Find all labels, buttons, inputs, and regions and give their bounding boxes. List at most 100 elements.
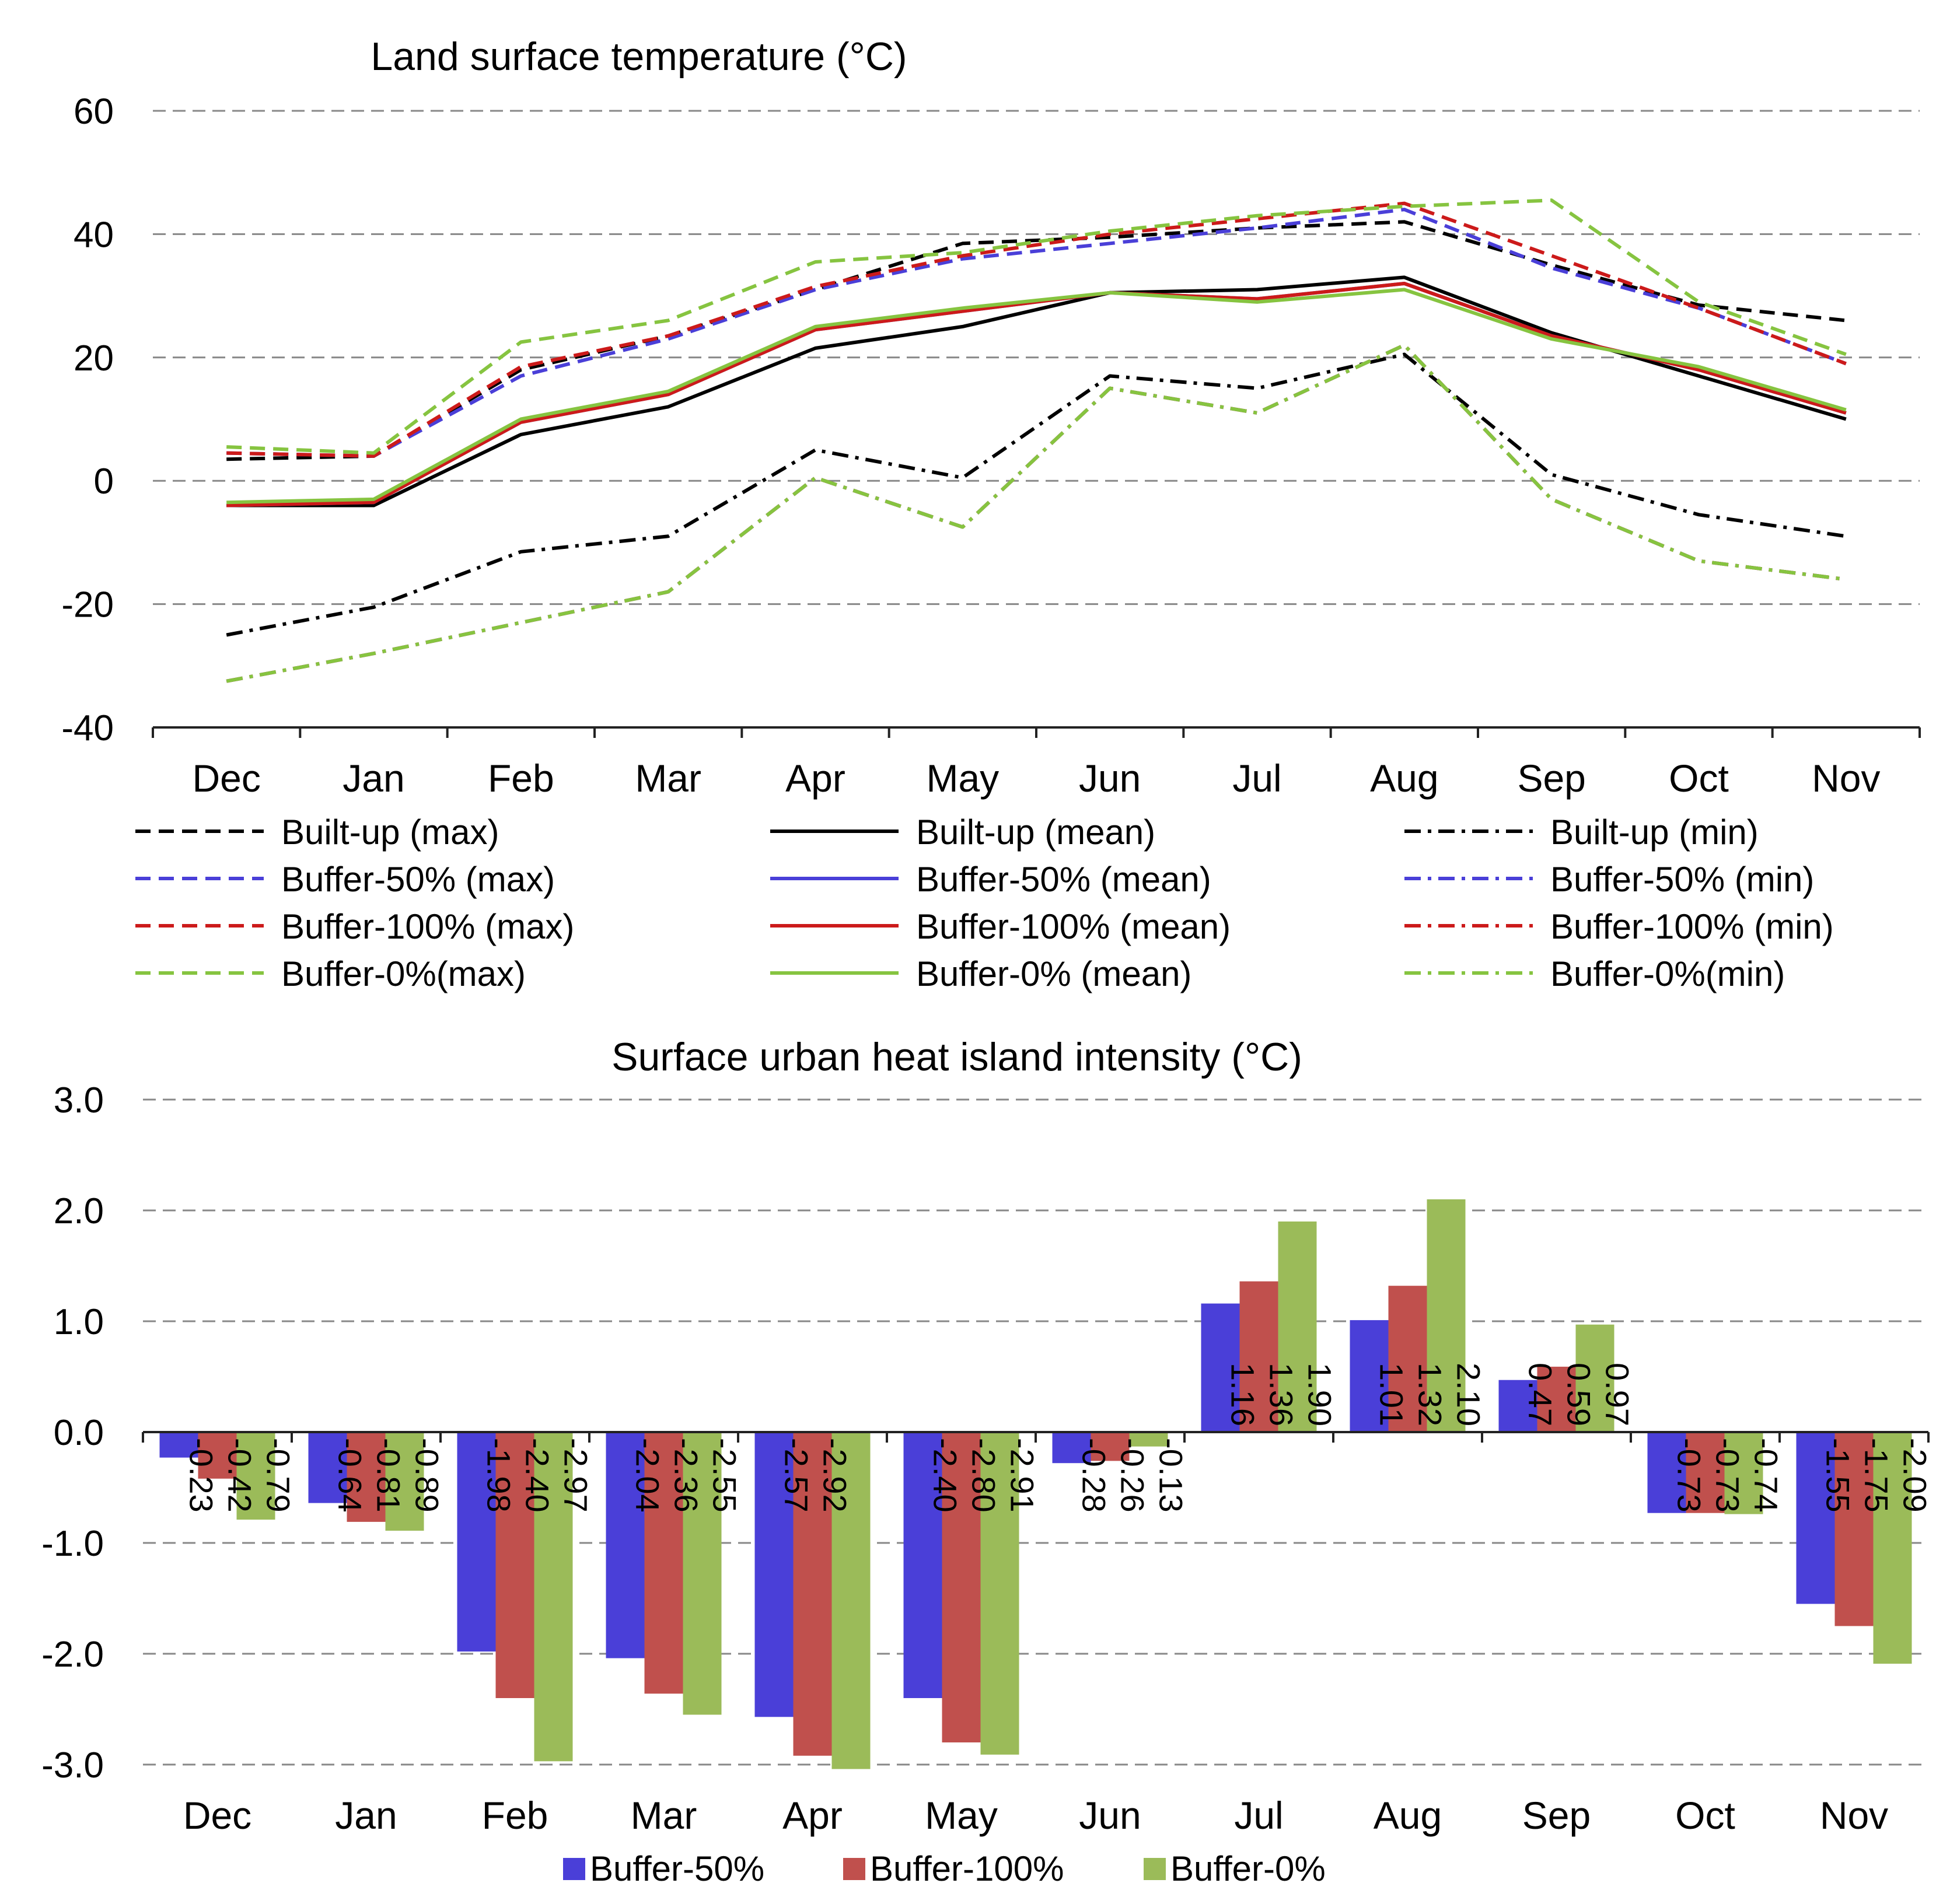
- bar-chart-x-axis: Dec Jan Feb Mar Apr May Jun Jul Aug Sep Oct Nov: [142, 1431, 1930, 1837]
- bar-x-tick-label: Jan: [335, 1794, 397, 1837]
- line-series-buffer-0-mean: [226, 288, 1847, 505]
- bar-chart-data-labels: -0.23 -0.42 -0.79 -0.64 -0.81 -0.89 -1.98 -2.40…: [183, 1363, 1934, 1513]
- bar-data-label: -0.79: [260, 1438, 297, 1513]
- line-y-tick-label: -20: [61, 585, 114, 625]
- bar-buffer-0--jan: [385, 1432, 424, 1531]
- line-x-tick-label: Jan: [343, 757, 404, 800]
- bar-buffer-100--feb: [495, 1432, 534, 1698]
- bar-buffer-0--aug: [1427, 1199, 1466, 1432]
- bar-data-label: -0.73: [1710, 1438, 1746, 1513]
- bar-data-label: -0.89: [409, 1438, 446, 1513]
- bar-data-label: -1.75: [1858, 1438, 1895, 1513]
- bar-data-label: -2.91: [1004, 1438, 1041, 1513]
- bar-data-label: -2.09: [1897, 1438, 1934, 1513]
- line-x-tick-label: Aug: [1370, 757, 1438, 800]
- bar-data-label: 0.97: [1599, 1363, 1636, 1426]
- bar-legend-label: Buffer-50%: [590, 1849, 764, 1888]
- bar-data-label: 2.10: [1451, 1363, 1487, 1426]
- bar-data-label: -1.98: [481, 1438, 518, 1513]
- bar-chart-y-tick-labels: -3.0 -2.0 -1.0 0.0 1.0 2.0 3.0: [41, 1080, 104, 1786]
- bar-y-tick-label: -1.0: [41, 1524, 104, 1564]
- line-chart-series: [226, 198, 1847, 683]
- line-chart-x-axis: Dec Jan Feb Mar Apr May Jun Jul Aug Sep Oct Nov: [152, 726, 1921, 800]
- bar-buffer-100--aug: [1388, 1286, 1427, 1432]
- bar-x-tick-label: Jul: [1234, 1794, 1283, 1837]
- bar-x-tick-label: Oct: [1675, 1794, 1735, 1837]
- line-x-tick-label: Jun: [1079, 757, 1141, 800]
- bar-buffer-50--may: [903, 1432, 942, 1698]
- bar-y-tick-label: 3.0: [54, 1080, 104, 1121]
- bar-buffer-50--jul: [1201, 1303, 1240, 1432]
- bar-data-label: -2.92: [817, 1438, 854, 1513]
- bar-data-label: -2.97: [558, 1438, 595, 1513]
- line-series-buffer-50-mean: [226, 282, 1847, 508]
- line-legend-label: Buffer-50% (min): [1550, 860, 1814, 899]
- line-x-tick-label: Mar: [635, 757, 701, 800]
- bar-legend-swatch: [843, 1858, 865, 1880]
- line-x-tick-label: Nov: [1812, 757, 1880, 800]
- bar-data-label: -2.04: [630, 1438, 666, 1513]
- line-series-built-up-max: [226, 220, 1847, 461]
- line-legend-label: Buffer-0% (mean): [916, 954, 1191, 993]
- bar-y-tick-label: 0.0: [54, 1413, 104, 1453]
- bar-data-label: -2.57: [778, 1438, 815, 1513]
- bar-legend-swatch: [563, 1858, 585, 1880]
- bar-buffer-50--aug: [1350, 1320, 1389, 1432]
- bar-buffer-0--mar: [683, 1432, 722, 1715]
- bar-chart-bars: [159, 1199, 1912, 1769]
- bar-buffer-0--oct: [1724, 1432, 1763, 1514]
- line-series-buffer-50-min: [226, 343, 1847, 683]
- line-series-buffer-0-max: [226, 198, 1847, 455]
- bar-chart-gridlines: [143, 1098, 1928, 1766]
- line-x-tick-label: Oct: [1669, 757, 1729, 800]
- line-chart-legend: Built-up (max) Built-up (mean) Built-up (m…: [135, 813, 1834, 993]
- line-legend-label: Buffer-50% (max): [281, 860, 555, 899]
- bar-legend-label: Buffer-100%: [870, 1849, 1064, 1888]
- line-y-tick-label: 60: [74, 92, 114, 132]
- bar-buffer-50--jun: [1052, 1432, 1091, 1464]
- bar-data-label: -0.74: [1748, 1438, 1785, 1513]
- bar-buffer-100--jul: [1239, 1281, 1278, 1432]
- bar-buffer-100--apr: [793, 1432, 832, 1756]
- line-chart-y-tick-labels: -40 -20 0 20 40 60: [61, 92, 114, 748]
- bar-data-label: -0.13: [1153, 1438, 1190, 1513]
- bar-buffer-50--mar: [606, 1432, 645, 1658]
- bar-buffer-100--jan: [347, 1432, 386, 1522]
- bar-buffer-50--apr: [754, 1432, 794, 1717]
- line-x-tick-label: May: [926, 757, 999, 800]
- bar-x-tick-label: Jun: [1079, 1794, 1141, 1837]
- bar-buffer-100--sep: [1537, 1366, 1576, 1432]
- line-x-tick-label: Jul: [1232, 757, 1281, 800]
- bar-buffer-50--oct: [1647, 1432, 1686, 1513]
- line-series-built-up-min: [226, 352, 1847, 637]
- line-legend-label: Buffer-100% (max): [281, 907, 574, 946]
- bar-y-tick-label: 2.0: [54, 1191, 104, 1231]
- bar-buffer-0--apr: [831, 1432, 871, 1769]
- bar-x-tick-label: Feb: [482, 1794, 548, 1837]
- line-legend-label: Built-up (min): [1550, 813, 1759, 852]
- line-chart-title: Land surface temperature (°C): [371, 34, 907, 79]
- bar-data-label: -2.36: [668, 1438, 705, 1513]
- bar-data-label: -0.73: [1671, 1438, 1708, 1513]
- bar-x-tick-label: Sep: [1522, 1794, 1591, 1837]
- line-x-tick-label: Sep: [1517, 757, 1585, 800]
- bar-data-label: 0.47: [1522, 1363, 1559, 1426]
- bar-buffer-0--dec: [236, 1432, 275, 1520]
- bar-data-label: -2.40: [927, 1438, 964, 1513]
- bar-data-label: -1.55: [1820, 1438, 1857, 1513]
- bar-chart-title: Surface urban heat island intensity (°C): [611, 1035, 1302, 1079]
- bar-y-tick-label: -2.0: [41, 1634, 104, 1675]
- bar-data-label: -0.64: [332, 1438, 369, 1513]
- bar-buffer-50--nov: [1796, 1432, 1835, 1604]
- line-y-tick-label: 20: [74, 338, 114, 379]
- bar-data-label: -0.81: [371, 1438, 407, 1513]
- line-x-tick-label: Apr: [785, 757, 845, 800]
- bar-data-label: -0.42: [222, 1438, 258, 1513]
- line-legend-label: Buffer-100% (min): [1550, 907, 1834, 946]
- line-x-tick-label: Feb: [488, 757, 554, 800]
- bar-data-label: 1.32: [1412, 1363, 1449, 1426]
- bar-buffer-0--sep: [1575, 1324, 1614, 1432]
- bar-x-tick-label: Nov: [1820, 1794, 1888, 1837]
- bar-buffer-100--may: [942, 1432, 981, 1742]
